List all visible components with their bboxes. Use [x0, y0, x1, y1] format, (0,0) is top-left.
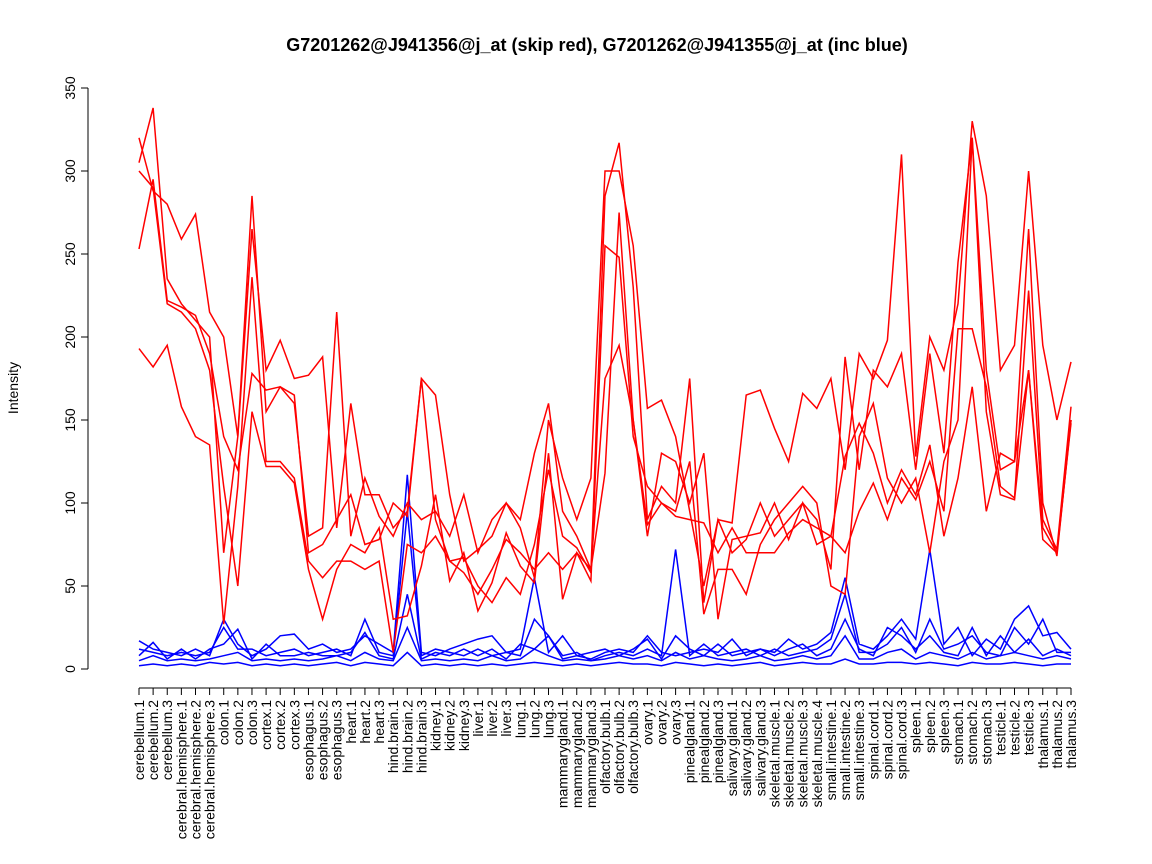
x-tick-label: kidney.2 [442, 700, 458, 751]
x-tick-label: spinal.cord.2 [879, 700, 895, 780]
y-tick-label: 250 [62, 242, 78, 266]
x-tick-label: small.intestine.2 [837, 700, 853, 801]
plot-lines [138, 107, 1072, 667]
x-tick-label: salivary.gland.2 [738, 700, 754, 796]
series-line-inc-3 [138, 594, 1072, 661]
x-tick-label: salivary.gland.3 [752, 700, 768, 796]
x-tick-label: liver.2 [484, 700, 500, 737]
y-axis-label: Intensity [5, 362, 21, 414]
x-tick-label: cerebral.hemisphere.3 [202, 700, 218, 840]
x-tick-label: kidney.3 [456, 700, 472, 751]
series-line-skip-2 [138, 107, 1072, 604]
x-tick-label: olfactory.bulb.3 [625, 700, 641, 794]
x-tick-label: testicle.3 [1021, 700, 1037, 755]
x-tick-label: esophagus.2 [315, 700, 331, 780]
x-tick-label: cortex.3 [286, 700, 302, 750]
x-tick-label: olfactory.bulb.2 [611, 700, 627, 794]
series-line-skip-5 [138, 212, 1072, 653]
x-tick-label: mammarygland.1 [555, 700, 571, 808]
y-tick-label: 300 [62, 159, 78, 183]
x-tick-label: thalamus.3 [1063, 700, 1079, 769]
x-tick-label: liver.1 [470, 700, 486, 737]
x-tick-label: heart.3 [371, 700, 387, 744]
x-tick-label: spleen.3 [936, 700, 952, 753]
x-tick-label: skeletal.muscle.2 [781, 700, 797, 808]
y-tick-label: 100 [62, 491, 78, 515]
x-tick-label: mammarygland.2 [569, 700, 585, 808]
series-line-skip-4 [138, 137, 1072, 622]
x-tick-label: hind.brain.2 [399, 700, 415, 773]
series-line-skip-3 [138, 179, 1072, 620]
x-tick-label: ovary.2 [653, 700, 669, 745]
x-tick-label: spinal.cord.1 [865, 700, 881, 780]
x-tick-label: mammarygland.3 [583, 700, 599, 808]
x-tick-label: kidney.1 [428, 700, 444, 751]
x-tick-label: cerebellum.3 [159, 700, 175, 780]
x-tick-label: esophagus.1 [300, 700, 316, 780]
x-tick-label: lung.3 [541, 700, 557, 738]
x-tick-label: ovary.3 [668, 700, 684, 745]
y-tick-label: 0 [62, 665, 78, 673]
x-tick-label: colon.1 [216, 700, 232, 745]
series-line-inc-4 [138, 625, 1072, 662]
x-tick-label: spinal.cord.3 [894, 700, 910, 780]
y-tick-label: 200 [62, 325, 78, 349]
x-tick-label: hind.brain.3 [413, 700, 429, 773]
x-tick-label: ovary.1 [639, 700, 655, 745]
x-tick-label: lung.2 [526, 700, 542, 738]
x-tick-label: testicle.2 [1007, 700, 1023, 755]
x-tick-label: lung.1 [512, 700, 528, 738]
x-tick-label: colon.3 [244, 700, 260, 745]
x-tick-label: pinealgland.1 [682, 700, 698, 784]
x-tick-label: cerebellum.2 [145, 700, 161, 780]
x-tick-label: heart.1 [343, 700, 359, 744]
x-tick-label: small.intestine.1 [823, 700, 839, 801]
x-tick-label: cerebellum.1 [131, 700, 147, 780]
x-tick-label: cerebral.hemisphere.2 [187, 700, 203, 840]
x-tick-label: liver.3 [498, 700, 514, 737]
y-tick-label: 350 [62, 76, 78, 100]
x-tick-label: skeletal.muscle.4 [809, 700, 825, 808]
y-tick-label: 50 [62, 578, 78, 594]
x-tick-label: stomach.3 [978, 700, 994, 765]
x-tick-label: skeletal.muscle.3 [795, 700, 811, 808]
x-tick-label: testicle.1 [992, 700, 1008, 755]
x-tick-label: stomach.1 [950, 700, 966, 765]
x-tick-label: pinealgland.2 [696, 700, 712, 784]
chart-title: G7201262@J941356@j_at (skip red), G72012… [286, 35, 908, 55]
x-tick-label: cerebral.hemisphere.1 [173, 700, 189, 840]
series-line-inc-1 [138, 474, 1072, 660]
series-line-skip-1 [138, 121, 1072, 587]
x-tick-label: cortex.1 [258, 700, 274, 750]
x-tick-label: cortex.2 [272, 700, 288, 750]
x-tick-label: hind.brain.1 [385, 700, 401, 773]
series-line-inc-5 [138, 651, 1071, 667]
series-line-inc-2 [138, 511, 1071, 662]
x-tick-label: heart.2 [357, 700, 373, 744]
x-tick-label: skeletal.muscle.1 [766, 700, 782, 808]
x-tick-label: salivary.gland.1 [724, 700, 740, 796]
y-tick-label: 150 [62, 408, 78, 432]
x-tick-label: stomach.2 [964, 700, 980, 765]
x-tick-label: spleen.1 [908, 700, 924, 753]
x-tick-label: thalamus.1 [1035, 700, 1051, 769]
x-tick-label: colon.2 [230, 700, 246, 745]
x-tick-label: small.intestine.3 [851, 700, 867, 801]
x-tick-label: thalamus.2 [1049, 700, 1065, 769]
x-tick-label: pinealgland.3 [710, 700, 726, 784]
y-axis: 0 50 100 150 200 250 300 350 [62, 76, 89, 673]
x-tick-label: spleen.2 [922, 700, 938, 753]
x-axis: cerebellum.1cerebellum.2cerebellum.3cere… [131, 687, 1079, 840]
x-tick-label: olfactory.bulb.1 [597, 700, 613, 794]
x-tick-label: esophagus.3 [329, 700, 345, 780]
